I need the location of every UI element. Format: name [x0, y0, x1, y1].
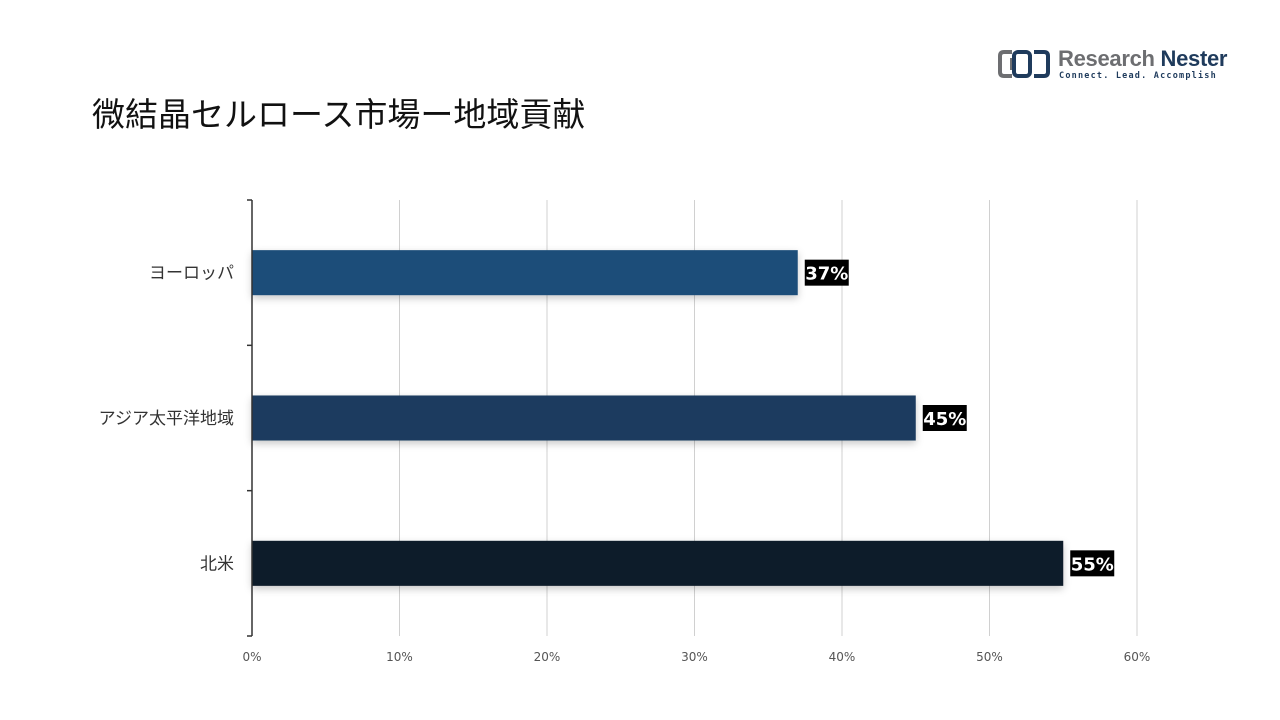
logo: Research Nester Connect. Lead. Accomplis…	[998, 46, 1238, 86]
value-label-text: 55%	[1071, 554, 1114, 575]
research-nester-logo-icon	[998, 50, 1050, 78]
x-tick-label: 50%	[976, 650, 1003, 664]
value-label-text: 45%	[923, 409, 966, 430]
x-tick-label: 60%	[1124, 650, 1151, 664]
logo-tagline: Connect. Lead. Accomplish	[1059, 71, 1217, 81]
bar	[252, 540, 1064, 586]
logo-name: Research Nester	[1058, 46, 1227, 72]
value-label-bg	[804, 259, 849, 286]
value-label: 55%	[1070, 550, 1115, 577]
category-label: ヨーロッパ	[149, 264, 234, 284]
value-label: 37%	[804, 259, 849, 286]
bar	[252, 395, 916, 441]
value-label-bg	[922, 405, 967, 431]
category-label: アジア太平洋地域	[99, 409, 234, 429]
x-tick-label: 40%	[829, 650, 856, 664]
chart-title: 微結晶セルロース市場ー地域貢献	[92, 95, 586, 134]
x-tick-label: 0%	[242, 650, 261, 664]
x-tick-label: 20%	[534, 650, 561, 664]
bar	[252, 250, 798, 296]
category-label: 北米	[200, 554, 234, 574]
x-tick-label: 30%	[681, 650, 708, 664]
logo-name-part1: Research	[1058, 46, 1155, 71]
value-label-text: 37%	[805, 264, 848, 285]
value-label-bg	[1070, 550, 1115, 577]
logo-name-part2: Nester	[1160, 46, 1228, 71]
value-label: 45%	[922, 405, 967, 431]
x-tick-label: 10%	[386, 650, 413, 664]
